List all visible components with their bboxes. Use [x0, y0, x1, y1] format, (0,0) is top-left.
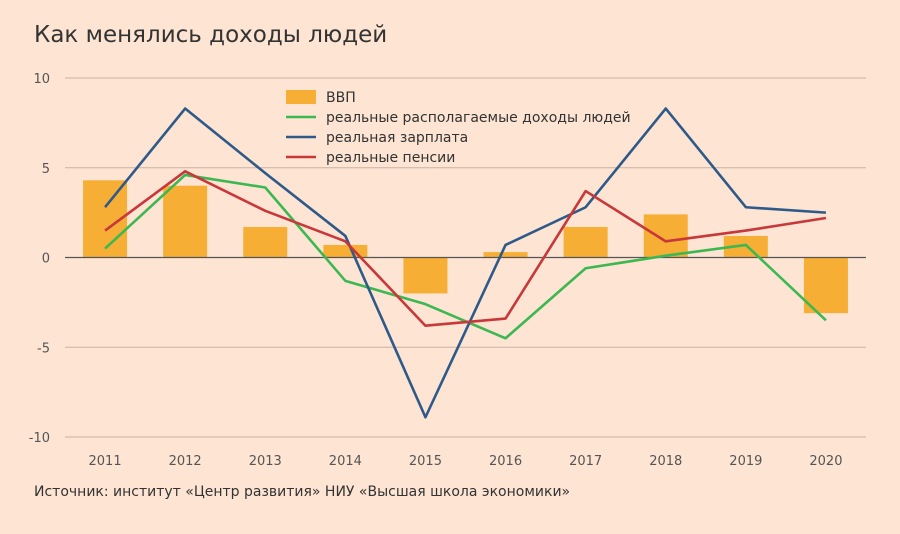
legend-label: реальные пенсии [326, 150, 455, 166]
y-tick-label: 0 [42, 252, 50, 267]
x-tick-label: 2015 [409, 454, 442, 469]
gdp-bar [803, 257, 848, 314]
gdp-bar [403, 257, 448, 294]
x-tick-label: 2020 [809, 454, 842, 469]
x-tick-label: 2013 [249, 454, 282, 469]
series-line [104, 173, 827, 340]
chart-title: Как менялись доходы людей [34, 22, 388, 48]
x-tick-label: 2011 [89, 454, 122, 469]
gdp-bars [83, 180, 848, 314]
gdp-bar [563, 226, 608, 258]
legend-label: реальная зарплата [326, 130, 468, 146]
gdp-bar [323, 244, 368, 258]
legend-label: ВВП [326, 90, 356, 106]
y-tick-label: 10 [33, 72, 50, 87]
series-line [104, 170, 827, 328]
y-tick-label: -5 [37, 341, 50, 356]
series-lines [104, 107, 827, 419]
grid-lines [65, 77, 866, 438]
gdp-bar [643, 214, 688, 258]
x-tick-label: 2018 [649, 454, 682, 469]
legend-label: реальные располагаемые доходы людей [326, 110, 631, 126]
y-tick-label: 5 [42, 162, 50, 177]
series-line [104, 107, 827, 419]
gdp-bar [483, 252, 528, 258]
x-axis-ticks: 2011 2012 2013 2014 2015 2016 2017 2018 2019 2020 [89, 454, 843, 469]
x-tick-label: 2014 [329, 454, 362, 469]
legend-swatch-bar [286, 90, 316, 104]
x-tick-label: 2016 [489, 454, 522, 469]
y-axis-ticks: 10 5 0 -5 -10 [29, 72, 50, 446]
gdp-bar [163, 185, 208, 258]
source-note: Источник: институт «Центр развития» НИУ … [34, 484, 571, 500]
y-tick-label: -10 [29, 431, 50, 446]
x-tick-label: 2017 [569, 454, 602, 469]
x-tick-label: 2012 [169, 454, 202, 469]
legend: ВВП реальные располагаемые доходы людей ре… [286, 90, 631, 166]
gdp-bar [243, 226, 288, 258]
x-tick-label: 2019 [729, 454, 762, 469]
gdp-bar [723, 235, 768, 258]
